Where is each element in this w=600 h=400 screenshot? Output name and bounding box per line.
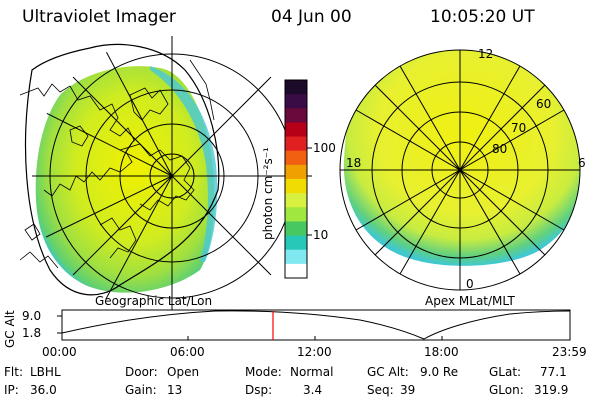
color-bar-segment [285,80,307,95]
color-bar-segment [285,136,307,152]
gcalt-label: GC Alt: [367,365,409,379]
color-bar-segment [285,122,307,138]
altitude-ylabel: GC Alt [3,310,17,348]
meridian-line [39,109,173,177]
color-bar-segment [285,193,307,208]
meridian-line [99,39,173,177]
altitude-xtick-0000: 00:00 [42,345,77,359]
altitude-xtick-1800: 18:00 [424,345,459,359]
meridian-line [171,175,273,277]
seq-value: 39 [400,383,416,397]
altitude-xtick-0600: 06:00 [170,345,205,359]
door-label: Door: [125,365,158,379]
color-bar-segment [285,221,307,237]
magnetic-map [339,49,581,291]
color-bar-segment [285,249,307,265]
coastlines [19,59,215,269]
mlt-label-6: 6 [578,156,586,170]
door-value: Open [167,365,200,379]
meridian-line [71,175,173,277]
altitude-ytick-9: 9.0 [22,309,42,323]
altitude-xtick-1200: 12:00 [297,345,332,359]
altitude-curve [61,310,571,340]
gain-label: Gain: [125,383,157,397]
gcalt-value: 9.0 Re [420,365,459,379]
date-label: 04 Jun 00 [271,7,352,27]
dsp-label: Dsp: [245,383,273,397]
colorbar-tick-100: 100 [313,141,336,155]
glon-label: GLon: [489,383,524,397]
colorbar-tick-10: 10 [313,228,329,242]
dsp-value: 3.4 [303,383,323,397]
altitude-ytick-1-8: 1.8 [22,326,42,340]
seq-label: Seq: [367,383,394,397]
aurora-image-right [343,50,580,266]
gain-value: 13 [167,383,183,397]
meridian-line [39,175,173,241]
mlt-label-0: 0 [466,277,474,291]
mlat-label-70: 70 [511,121,527,135]
color-bar-segment [285,164,307,180]
magnetic-map-label: Apex MLat/MLT [425,294,515,308]
glon-value: 319.9 [534,383,569,397]
ip-value: 36.0 [30,383,57,397]
color-bar-segment [285,263,307,279]
glat-label: GLat: [489,365,522,379]
color-bar-segment [285,108,307,123]
color-bar-frame [284,79,308,279]
mlt-label-12: 12 [478,47,494,61]
glat-value: 77.1 [540,365,567,379]
color-bar-segment [285,94,307,109]
color-bar-segment [285,150,307,166]
mlat-label-80: 80 [492,142,508,156]
ip-label: IP: [4,383,19,397]
time-label: 10:05:20 UT [430,7,535,27]
color-bar [285,80,307,279]
mlt-label-18: 18 [346,156,362,170]
geographic-map [19,36,312,316]
app-title: Ultraviolet Imager [22,7,176,27]
aurora-image-left [35,66,215,293]
meridian-line [99,175,173,311]
altitude-xtick-2359: 23:59 [552,345,587,359]
mode-value: Normal [290,365,334,379]
mlt-line [355,109,565,231]
earth-limb [24,43,220,296]
altitude-plot [57,309,571,341]
colorbar-label: photon cm⁻²s⁻¹ [261,147,275,240]
meridian-line [71,75,173,177]
geographic-map-label: Geographic Lat/Lon [95,294,213,308]
color-bar-segment [285,235,307,251]
color-bar-segment [285,207,307,222]
color-bar-segment [285,179,307,194]
meridian-line [171,75,273,177]
mode-label: Mode: [245,365,282,379]
mlat-label-60: 60 [536,97,552,111]
filter-label: Flt: [4,365,23,379]
filter-value: LBHL [30,365,61,379]
